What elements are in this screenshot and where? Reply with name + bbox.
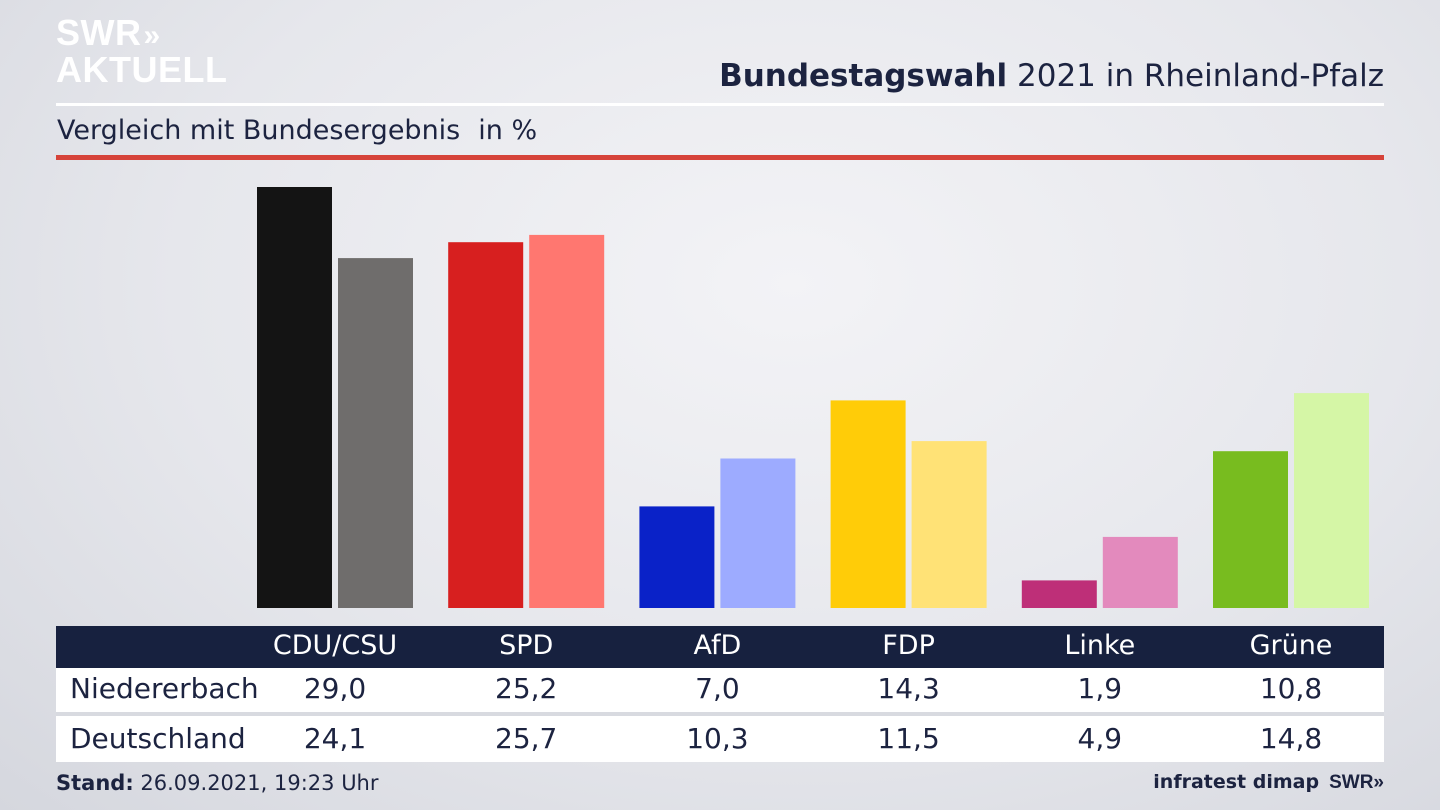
bar-fdp-deutschland <box>911 441 987 608</box>
swr-aktuell-logo: SWR» AKTUELL <box>56 15 228 90</box>
header-divider <box>56 103 1384 106</box>
accent-divider <box>56 155 1384 160</box>
category-label-afd: AfD <box>693 630 742 661</box>
value-linke-niedererbach: 1,9 <box>1077 672 1123 705</box>
value-linke-deutschland: 4,9 <box>1077 722 1123 755</box>
value-cdu-csu-niedererbach: 29,0 <box>303 672 367 705</box>
bar-fdp-niedererbach <box>830 400 906 608</box>
stand-value: 26.09.2021, 19:23 Uhr <box>140 771 379 795</box>
table-row: Deutschland 24,1 25,7 10,3 11,5 4,9 14,8 <box>56 716 1384 762</box>
table-row: Niedererbach 29,0 25,2 7,0 14,3 1,9 10,8 <box>56 668 1384 716</box>
value-spd-deutschland: 25,7 <box>495 722 558 755</box>
row-label-deutschland: Deutschland <box>70 722 246 755</box>
category-label-fdp: FDP <box>882 630 935 661</box>
chart-subtitle: Vergleich mit Bundesergebnis in % <box>57 115 537 146</box>
bar-gr-ne-deutschland <box>1294 393 1369 608</box>
title-rest: 2021 in Rheinland-Pfalz <box>1017 58 1384 94</box>
bar-spd-niedererbach <box>448 242 524 608</box>
value-afd-deutschland: 10,3 <box>686 722 749 755</box>
title-bold: Bundestagswahl <box>719 58 1008 94</box>
bar-cdu-csu-deutschland <box>338 258 413 608</box>
bar-linke-deutschland <box>1102 536 1178 608</box>
bar-chart <box>257 187 1369 608</box>
value-afd-niedererbach: 7,0 <box>695 672 740 705</box>
source-credit: infratest dimap SWR» <box>1153 771 1384 794</box>
footer-swr-logo: SWR» <box>1329 772 1384 793</box>
subtitle-text: Vergleich mit Bundesergebnis <box>57 115 461 146</box>
bar-spd-deutschland <box>529 234 605 608</box>
page-title: Bundestagswahl 2021 in Rheinland-Pfalz <box>719 58 1384 94</box>
source-text: infratest dimap <box>1153 771 1320 793</box>
bar-afd-niedererbach <box>639 506 715 608</box>
category-label-cdu-csu: CDU/CSU <box>272 630 398 661</box>
row-label-niedererbach: Niedererbach <box>70 672 259 705</box>
bar-linke-niedererbach <box>1021 580 1097 608</box>
category-label-spd: SPD <box>499 630 554 661</box>
logo-swr-text: SWR <box>56 12 142 53</box>
stand-label: Stand: <box>56 771 134 795</box>
value-cdu-csu-deutschland: 24,1 <box>303 722 367 755</box>
bar-gr-ne-niedererbach <box>1213 451 1288 608</box>
bar-afd-deutschland <box>720 458 796 608</box>
value-gr-ne-deutschland: 14,8 <box>1259 722 1323 755</box>
unit-label: in % <box>478 115 538 146</box>
category-label-linke: Linke <box>1064 630 1136 661</box>
value-gr-ne-niedererbach: 10,8 <box>1259 672 1323 705</box>
timestamp: Stand: 26.09.2021, 19:23 Uhr <box>56 771 379 795</box>
logo-aktuell-text: AKTUELL <box>56 49 228 90</box>
value-spd-niedererbach: 25,2 <box>495 672 558 705</box>
category-label-gr-ne: Grüne <box>1249 630 1333 661</box>
party-header-row: CDU/CSU SPD AfD FDP Linke Grüne <box>56 626 1384 668</box>
bar-cdu-csu-niedererbach <box>257 187 332 608</box>
value-fdp-deutschland: 11,5 <box>877 722 940 755</box>
value-fdp-niedererbach: 14,3 <box>877 672 940 705</box>
